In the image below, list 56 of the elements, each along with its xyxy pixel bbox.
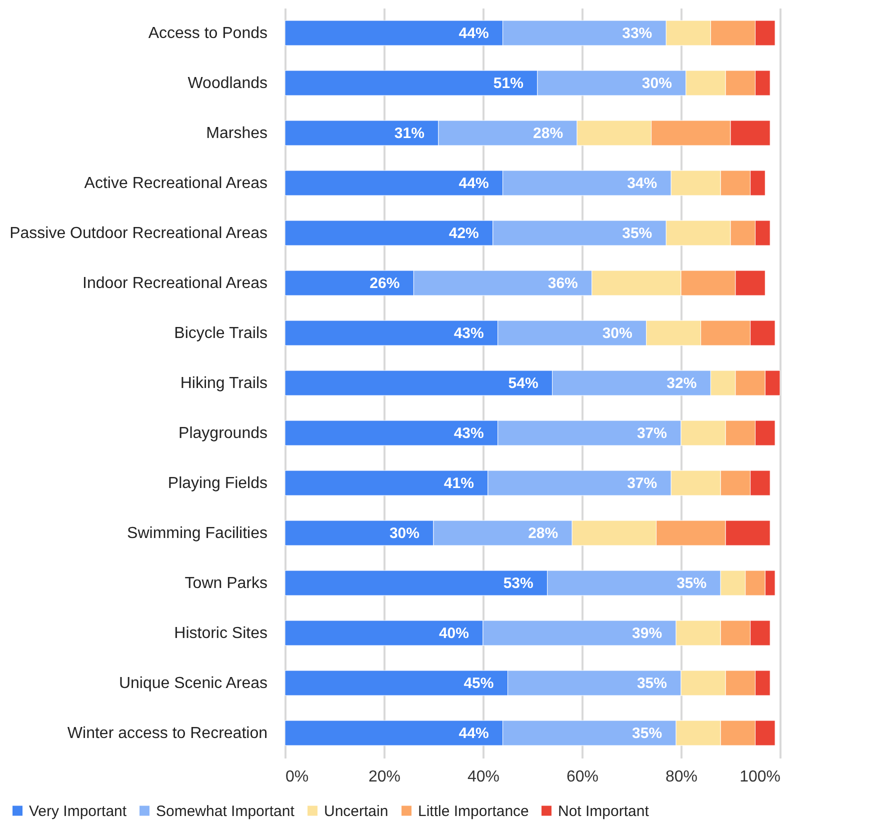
y-tick-label: Playgrounds <box>178 425 268 442</box>
data-label: 40% <box>438 625 469 642</box>
data-label: 35% <box>676 575 707 592</box>
data-label: 44% <box>458 25 489 42</box>
legend-label: Little Importance <box>418 802 529 820</box>
x-tick-label: 20% <box>368 768 401 786</box>
y-tick-label: Winter access to Recreation <box>67 725 268 742</box>
y-tick-label: Hiking Trails <box>180 375 268 392</box>
data-label: 43% <box>454 425 484 442</box>
y-tick-label: Indoor Recreational Areas <box>82 275 268 292</box>
y-tick-label: Passive Outdoor Recreational Areas <box>10 225 268 242</box>
data-label: 37% <box>636 425 667 442</box>
y-tick-label: Swimming Facilities <box>127 525 268 542</box>
data-label: 35% <box>622 225 652 242</box>
data-label: 26% <box>370 275 400 292</box>
y-tick-label: Marshes <box>206 125 268 142</box>
data-label: 35% <box>636 675 667 692</box>
legend-label: Somewhat Important <box>156 802 296 820</box>
y-tick-label: Bicycle Trails <box>174 325 268 342</box>
data-label: 34% <box>627 175 658 192</box>
data-label: 33% <box>622 25 652 42</box>
x-tick-label: 80% <box>665 768 698 786</box>
data-label: 31% <box>394 125 424 142</box>
data-label: 41% <box>444 475 474 492</box>
x-tick-label: 100% <box>740 768 780 786</box>
y-tick-label: Access to Ponds <box>148 25 268 42</box>
y-tick-label: Historic Sites <box>174 625 268 642</box>
y-tick-label: Town Parks <box>184 575 268 592</box>
data-label: 32% <box>666 375 697 392</box>
data-label: 30% <box>389 525 420 542</box>
x-tick-label: 40% <box>467 768 500 786</box>
data-label: 36% <box>548 275 578 292</box>
data-label: 45% <box>464 675 494 692</box>
data-label: 51% <box>493 75 524 92</box>
data-label: 30% <box>642 75 672 92</box>
legend-label: Not Important <box>558 802 650 820</box>
legend-label: Very Important <box>29 802 128 820</box>
data-label: 28% <box>528 525 558 542</box>
y-tick-label: Unique Scenic Areas <box>118 675 268 692</box>
x-tick-label: 60% <box>566 768 599 786</box>
y-tick-label: Woodlands <box>188 75 268 92</box>
x-tick-label: 0% <box>286 768 309 786</box>
y-tick-label: Playing Fields <box>168 475 268 492</box>
data-label: 42% <box>448 225 479 242</box>
y-tick-label: Active Recreational Areas <box>84 175 268 192</box>
data-label: 39% <box>632 625 662 642</box>
data-label: 30% <box>602 325 632 342</box>
data-label: 37% <box>627 475 658 492</box>
data-label: 53% <box>503 575 534 592</box>
legend-label: Uncertain <box>324 802 388 820</box>
data-label: 28% <box>533 125 564 142</box>
data-label: 54% <box>508 375 538 392</box>
data-label: 35% <box>632 725 662 742</box>
data-label: 43% <box>454 325 484 342</box>
data-label: 44% <box>458 725 489 742</box>
data-label: 44% <box>458 175 489 192</box>
